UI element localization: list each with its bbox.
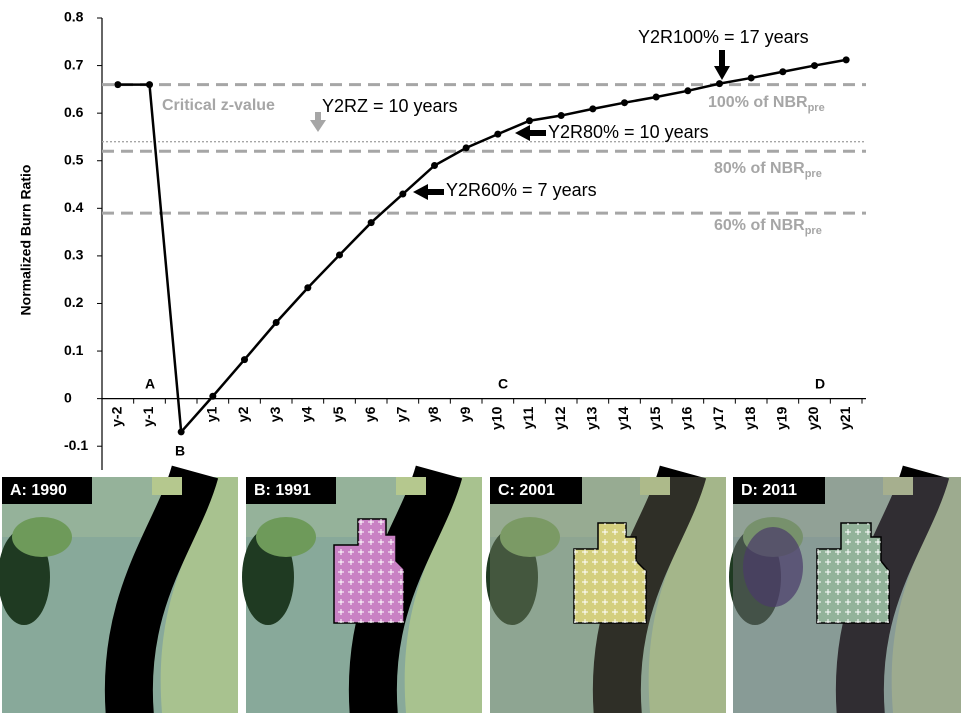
point-label: A xyxy=(145,376,155,392)
x-tick-label: y2 xyxy=(235,406,251,422)
data-point xyxy=(557,112,565,120)
panel: D: 2011 xyxy=(729,472,961,713)
data-point xyxy=(494,130,502,138)
point-label: C xyxy=(498,376,508,392)
annotation: Y2R80% = 10 years xyxy=(548,122,709,142)
data-point xyxy=(811,62,818,70)
data-point xyxy=(114,81,122,89)
reference-label-subscript: pre xyxy=(805,225,822,237)
data-point xyxy=(589,105,597,113)
x-tick-label: y1 xyxy=(204,406,220,422)
data-point xyxy=(146,81,153,89)
x-tick-label: y18 xyxy=(742,406,758,430)
panel: B: 1991 xyxy=(242,472,482,713)
arrow xyxy=(714,50,730,80)
x-tick-label: y20 xyxy=(805,406,821,430)
reference-label: Critical z-value xyxy=(162,97,275,114)
y-tick-label: 0.4 xyxy=(64,199,84,215)
x-tick-label: y13 xyxy=(584,406,600,430)
x-tick-label: y4 xyxy=(299,406,315,422)
x-tick-label: y-2 xyxy=(109,406,125,426)
panel-label: C: 2001 xyxy=(498,482,555,499)
panel: C: 2001 xyxy=(486,472,726,713)
x-tick-label: y7 xyxy=(394,406,410,422)
arrow xyxy=(515,125,546,141)
data-point xyxy=(399,190,407,198)
y-tick-label: 0.5 xyxy=(64,151,84,167)
reference-label-text: 60% of NBR xyxy=(714,217,805,234)
y-axis-label: Normalized Burn Ratio xyxy=(18,165,34,316)
data-point xyxy=(336,251,343,259)
arrow xyxy=(310,112,326,132)
x-tick-label: y15 xyxy=(647,406,663,430)
y-tick-label: 0.2 xyxy=(64,294,84,310)
data-point xyxy=(652,93,660,101)
annotation: Y2R60% = 7 years xyxy=(446,180,597,200)
reference-label: 80% of NBRpre xyxy=(714,160,822,180)
data-point xyxy=(684,87,692,95)
reference-label-text: Critical z-value xyxy=(162,97,275,114)
y-tick-label: 0 xyxy=(64,389,72,405)
x-tick-label: y17 xyxy=(710,406,726,430)
data-point xyxy=(367,219,375,227)
x-tick-label: y5 xyxy=(330,406,346,422)
y-tick-label: 0.1 xyxy=(64,342,84,358)
x-tick-label: y10 xyxy=(489,406,505,430)
panel-label: D: 2011 xyxy=(741,482,797,499)
x-tick-label: y6 xyxy=(362,406,378,422)
reference-label-text: 80% of NBR xyxy=(714,160,805,177)
reference-label-subscript: pre xyxy=(808,102,825,114)
panel-label: A: 1990 xyxy=(10,482,67,499)
data-point xyxy=(526,117,533,125)
data-point xyxy=(747,74,755,82)
y-tick-label: 0.3 xyxy=(64,247,84,263)
reference-label-text: 100% of NBR xyxy=(708,94,808,111)
panel: A: 1990 xyxy=(0,472,238,713)
data-point xyxy=(462,144,470,152)
annotation: Y2RZ = 10 years xyxy=(322,96,458,116)
y-tick-label: 0.7 xyxy=(64,56,84,72)
data-point xyxy=(716,80,723,88)
y-tick-label: 0.8 xyxy=(64,9,84,25)
data-point xyxy=(779,68,787,76)
data-point xyxy=(304,284,312,292)
x-tick-label: y16 xyxy=(679,406,695,430)
annotation: Y2R100% = 17 years xyxy=(638,27,809,47)
point-label: B xyxy=(175,443,185,459)
data-line xyxy=(117,58,847,435)
x-tick-label: y19 xyxy=(774,406,790,430)
x-tick-label: y3 xyxy=(267,406,283,422)
y-tick-label: -0.1 xyxy=(64,437,88,453)
data-point xyxy=(431,161,438,169)
arrow xyxy=(413,184,444,200)
y-tick-label: 0.6 xyxy=(64,104,84,120)
panel-label: B: 1991 xyxy=(254,482,311,499)
image-panels: A: 1990 B: 1991 C: 2001 D: 2011 xyxy=(0,472,961,713)
x-tick-label: y9 xyxy=(457,406,473,422)
data-point xyxy=(272,319,280,327)
x-tick-label: y14 xyxy=(615,406,631,430)
x-tick-label: y21 xyxy=(837,406,853,430)
data-point xyxy=(241,356,248,364)
x-tick-label: y8 xyxy=(425,406,441,422)
x-tick-label: y11 xyxy=(520,406,536,429)
x-tick-label: y12 xyxy=(552,406,568,430)
data-point xyxy=(842,56,850,64)
reference-label-subscript: pre xyxy=(805,168,822,180)
reference-label: 60% of NBRpre xyxy=(714,217,822,237)
x-tick-label: y-1 xyxy=(140,406,156,426)
point-label: D xyxy=(815,376,825,392)
data-point xyxy=(177,428,185,436)
data-point xyxy=(621,99,628,107)
reference-label: 100% of NBRpre xyxy=(708,94,825,114)
data-point xyxy=(209,392,217,400)
